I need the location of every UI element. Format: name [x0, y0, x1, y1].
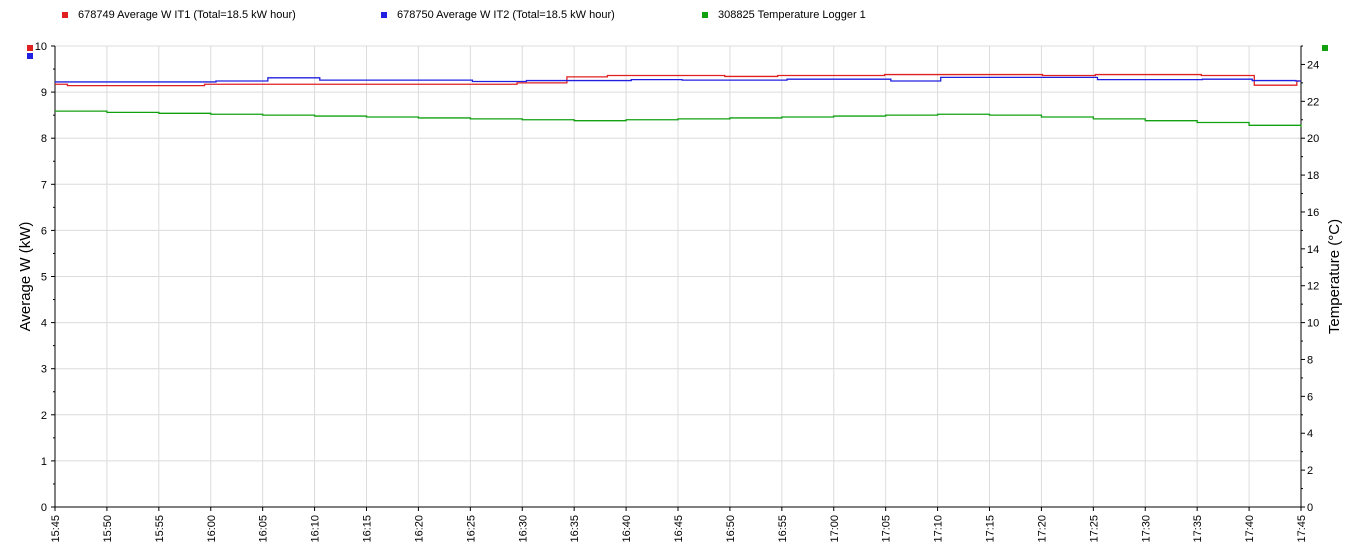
legend-item-temp[interactable]: 308825 Temperature Logger 1	[702, 9, 866, 21]
y2-tick-label: 22	[1307, 96, 1319, 108]
y2-tick-label: 24	[1307, 59, 1319, 71]
x-tick-label: 17:30	[1140, 515, 1152, 543]
x-tick-label: 17:20	[1036, 515, 1048, 543]
legend-item-it1[interactable]: 678749 Average W IT1 (Total=18.5 kW hour…	[62, 9, 296, 21]
x-tick-label: 16:30	[517, 515, 529, 543]
y-tick-label: 2	[41, 410, 47, 422]
legend-swatch-blue	[381, 12, 387, 18]
y2-axis-label: Temperature (°C)	[1326, 219, 1343, 334]
y-axis-label: Average W (kW)	[17, 222, 34, 332]
y2-tick-label: 10	[1307, 318, 1319, 330]
legend-swatch-red	[62, 12, 68, 18]
x-tick-label: 16:15	[362, 515, 374, 543]
y2-tick-label: 12	[1307, 281, 1319, 293]
series-line-2	[55, 110, 1302, 128]
x-tick-label: 17:00	[829, 515, 841, 543]
y-tick-label: 6	[41, 225, 47, 237]
x-tick-label: 16:45	[673, 515, 685, 543]
x-tick-label: 15:45	[50, 515, 62, 543]
x-tick-label: 15:50	[102, 515, 114, 543]
axis-marker-green	[1322, 45, 1328, 51]
legend-label: 678749 Average W IT1 (Total=18.5 kW hour…	[78, 9, 296, 21]
y2-tick-label: 16	[1307, 207, 1319, 219]
x-tick-label: 16:00	[206, 515, 218, 543]
x-tick-label: 17:45	[1296, 515, 1308, 543]
x-tick-label: 16:40	[621, 515, 633, 543]
x-tick-label: 17:40	[1244, 515, 1256, 543]
y-tick-label: 1	[41, 456, 47, 468]
x-tick-label: 16:55	[777, 515, 789, 543]
x-tick-label: 16:20	[413, 515, 425, 543]
y-tick-label: 7	[41, 179, 47, 191]
y2-tick-label: 14	[1307, 244, 1319, 256]
y-tick-label: 10	[35, 41, 47, 53]
x-tick-label: 16:10	[310, 515, 322, 543]
y-tick-label: 0	[41, 502, 47, 514]
x-tick-label: 16:05	[258, 515, 270, 543]
y2-tick-label: 18	[1307, 170, 1319, 182]
legend-item-it2[interactable]: 678750 Average W IT2 (Total=18.5 kW hour…	[381, 9, 615, 21]
y2-tick-label: 0	[1307, 502, 1313, 514]
x-tick-label: 17:35	[1192, 515, 1204, 543]
y-tick-label: 8	[41, 133, 47, 145]
x-tick-label: 15:55	[154, 515, 166, 543]
x-tick-label: 17:05	[881, 515, 893, 543]
y2-tick-label: 2	[1307, 465, 1313, 477]
x-tick-label: 16:50	[725, 515, 737, 543]
y2-tick-label: 8	[1307, 354, 1313, 366]
axis-marker-blue	[27, 53, 33, 59]
series-line-0	[55, 73, 1301, 87]
legend-label: 678750 Average W IT2 (Total=18.5 kW hour…	[397, 9, 615, 21]
y-tick-label: 3	[41, 364, 47, 376]
y2-tick-label: 4	[1307, 428, 1313, 440]
y-tick-label: 4	[41, 318, 47, 330]
x-tick-label: 17:10	[933, 515, 945, 543]
legend-label: 308825 Temperature Logger 1	[718, 9, 866, 21]
x-tick-label: 16:35	[569, 515, 581, 543]
axis-marker-red	[27, 45, 33, 51]
y-tick-label: 9	[41, 87, 47, 99]
y2-tick-label: 6	[1307, 391, 1313, 403]
x-tick-label: 17:15	[985, 515, 997, 543]
x-tick-label: 16:25	[465, 515, 477, 543]
x-tick-label: 17:25	[1088, 515, 1100, 543]
y-tick-label: 5	[41, 272, 47, 284]
legend-swatch-green	[702, 12, 708, 18]
series-line-1	[55, 76, 1301, 83]
y2-tick-label: 20	[1307, 133, 1319, 145]
